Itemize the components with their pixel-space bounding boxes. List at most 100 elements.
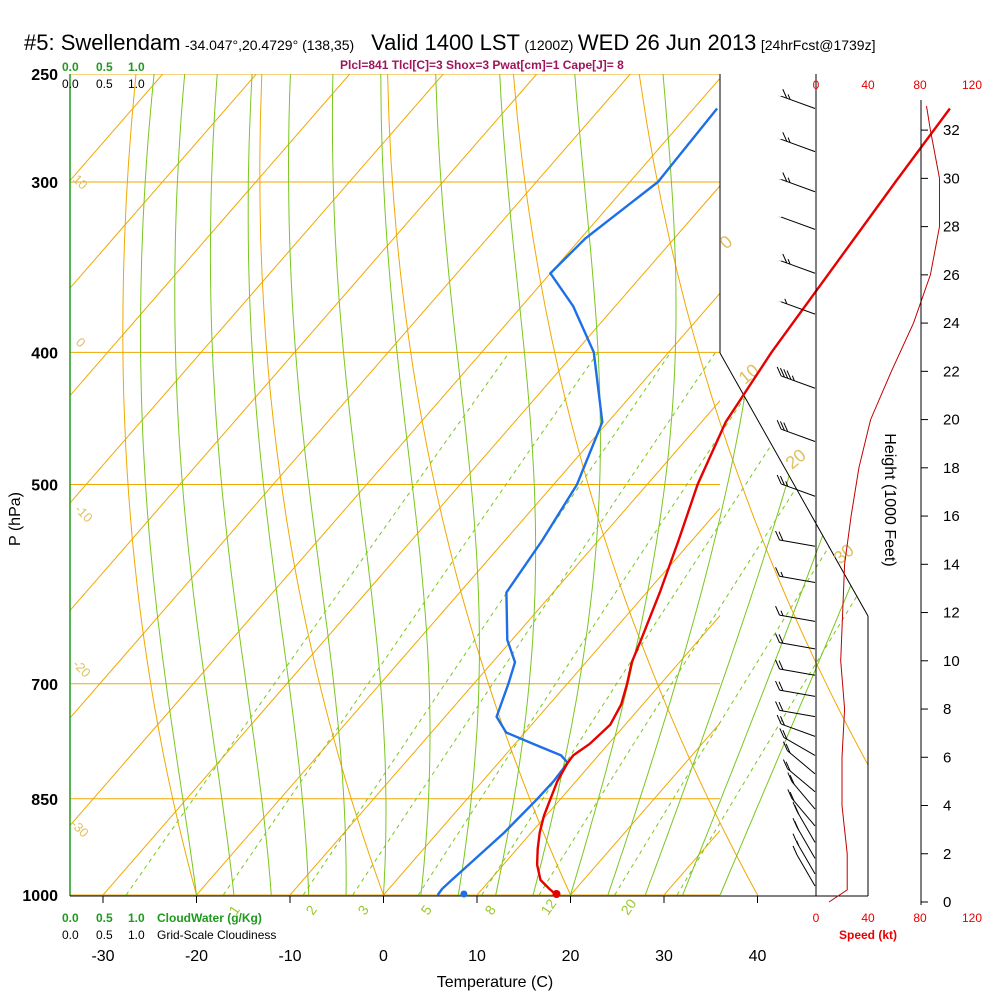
- wind-barb: [792, 845, 816, 887]
- station-location: -34.047°,20.4729° (138,35): [185, 37, 355, 53]
- moist-adiabat: [174, 74, 235, 896]
- valid-time: Valid 1400 LST: [371, 30, 520, 55]
- height-tick-label: 8: [943, 701, 951, 718]
- cloud-water-tick-top: 1.0: [128, 60, 145, 74]
- barb-flag: [775, 567, 781, 577]
- barb-flag: [782, 172, 788, 182]
- wind-barb: [775, 605, 816, 622]
- wind-speed-line: [828, 105, 940, 903]
- barb-flag: [782, 729, 788, 740]
- barb-shaft: [781, 483, 816, 497]
- barb-flag: [780, 421, 785, 431]
- moist-adiabat: [380, 74, 431, 896]
- barb-half-flag: [787, 177, 791, 183]
- height-axis-label: Height (1000 Feet): [881, 433, 898, 566]
- moist-adiabat: [247, 74, 310, 896]
- barb-half-flag: [784, 298, 788, 305]
- plot-frame: [69, 74, 869, 897]
- barb-shaft: [779, 668, 816, 676]
- barb-shaft: [779, 642, 816, 650]
- wind-barb: [777, 253, 816, 274]
- temp-tick-label: 40: [749, 948, 767, 965]
- barb-flag: [778, 701, 784, 712]
- moist-adiabat: [682, 74, 868, 896]
- pressure-tick-500: 500: [31, 478, 58, 495]
- barb-flag: [778, 634, 784, 644]
- moist-adiabat: [495, 74, 537, 896]
- cloud-water-label: CloudWater (g/Kg): [157, 911, 262, 925]
- cloud-water-tick-bottom: 1.0: [128, 911, 145, 925]
- barb-shaft: [796, 842, 816, 875]
- zulu-time: (1200Z): [524, 37, 574, 53]
- sounding-profiles: [436, 107, 951, 898]
- wind-barbs: [775, 89, 816, 887]
- barb-flag: [785, 761, 791, 772]
- barb-pennant: [777, 95, 786, 98]
- barb-flag: [783, 422, 789, 432]
- height-tick-label: 6: [943, 749, 951, 766]
- cloudiness-tick-bottom: 1.0: [128, 928, 145, 942]
- dry-adiabat-label: -20: [70, 657, 94, 681]
- dry-adiabat: [259, 74, 395, 896]
- barb-shaft: [779, 614, 816, 622]
- mixing-ratio-line: [125, 352, 510, 896]
- isotherm-line: [70, 74, 351, 397]
- barb-shaft: [779, 689, 816, 697]
- barb-flag: [775, 701, 781, 711]
- height-tick-label: 10: [943, 653, 960, 670]
- dry-adiabat-label: -30: [68, 817, 92, 841]
- mixing-ratio-line: [222, 352, 599, 896]
- barb-shaft: [779, 539, 816, 547]
- barb-shaft: [796, 826, 816, 859]
- dry-adiabat-label-right: 20: [782, 445, 810, 473]
- barb-half-flag: [785, 481, 789, 487]
- height-tick-label: 32: [943, 122, 960, 139]
- temp-tick-label: -20: [185, 948, 208, 965]
- barb-half-flag: [780, 571, 784, 578]
- barb-shaft: [779, 709, 816, 718]
- mixing-ratio-label: 2: [302, 902, 320, 918]
- barb-half-flag: [787, 137, 791, 143]
- pressure-tick-300: 300: [31, 175, 58, 192]
- mixing-ratio-line: [614, 352, 868, 896]
- wind-barb: [775, 530, 816, 547]
- temp-axis-label: Temperature (C): [437, 974, 553, 991]
- pressure-axis: 250 300 400 500 700 850 1000 P (hPa): [7, 67, 58, 905]
- height-tick-label: 28: [943, 219, 960, 236]
- wind-barb: [776, 714, 816, 737]
- isotherm-line: [945, 74, 1000, 895]
- wind-barb: [776, 366, 816, 389]
- barb-flag: [787, 772, 793, 782]
- mixing-ratio-lines: [125, 352, 868, 896]
- barb-half-flag: [780, 610, 784, 616]
- height-tick-label: 24: [943, 315, 960, 332]
- height-tick-label: 18: [943, 460, 960, 477]
- isotherm-line: [70, 77, 720, 827]
- pressure-tick-400: 400: [31, 345, 58, 362]
- barb-pennant: [777, 138, 786, 141]
- height-tick-label: 16: [943, 508, 960, 525]
- forecast-date: WED 26 Jun 2013: [577, 30, 757, 55]
- barb-shaft: [796, 854, 816, 887]
- dry-adiabat: [638, 74, 868, 896]
- barb-flag: [782, 759, 788, 769]
- wind-barb: [792, 833, 816, 875]
- cloudiness-tick-bottom: 0.5: [96, 928, 113, 942]
- barb-pennant: [777, 216, 786, 219]
- height-tick-label: 30: [943, 170, 960, 187]
- barb-pennant: [777, 260, 786, 263]
- barb-flag: [778, 531, 784, 541]
- speed-tick-bottom: 0: [813, 911, 820, 925]
- moist-adiabat: [570, 74, 677, 896]
- isotherm-line: [289, 399, 720, 896]
- wind-barb: [792, 802, 816, 843]
- mixing-ratio-line: [481, 352, 833, 896]
- wind-barb: [777, 132, 816, 153]
- mixing-ratio-line: [302, 352, 672, 896]
- dry-adiabat-label: -10: [72, 502, 96, 526]
- barb-flag: [786, 370, 792, 380]
- mixing-ratio-line: [417, 352, 776, 896]
- dry-adiabat: [122, 74, 206, 896]
- temp-tick-label: -30: [91, 948, 114, 965]
